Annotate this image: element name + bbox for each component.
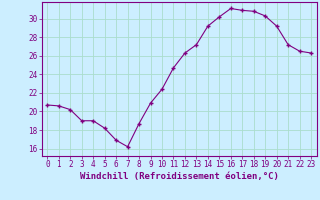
- X-axis label: Windchill (Refroidissement éolien,°C): Windchill (Refroidissement éolien,°C): [80, 172, 279, 181]
